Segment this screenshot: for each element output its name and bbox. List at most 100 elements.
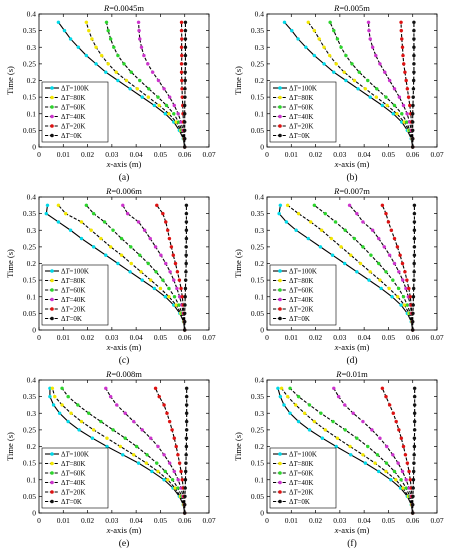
data-point	[307, 428, 312, 432]
data-point	[376, 469, 381, 474]
panel-label: (d)	[346, 355, 357, 366]
x-tick-label: 0.01	[57, 516, 70, 525]
data-point	[140, 95, 144, 99]
data-point	[395, 295, 400, 299]
y-tick-label: 0.3	[27, 409, 37, 418]
data-point	[370, 428, 374, 432]
data-point	[57, 411, 62, 416]
data-point	[368, 270, 372, 274]
data-point	[410, 112, 415, 116]
data-point	[397, 428, 401, 432]
data-point	[163, 112, 168, 116]
legend-box	[41, 447, 109, 509]
data-point	[147, 87, 151, 91]
data-point	[44, 211, 49, 216]
x-tick-label: 0.06	[406, 150, 419, 159]
data-point	[167, 461, 172, 465]
data-point	[108, 37, 113, 41]
series-line	[329, 22, 414, 148]
data-point	[391, 453, 395, 457]
data-point	[401, 278, 405, 282]
x-axis-label: x-axis (m)	[334, 159, 370, 169]
data-point	[128, 87, 132, 91]
series-line	[57, 21, 186, 148]
legend-marker	[278, 133, 282, 138]
y-tick-label: 0.3	[255, 226, 265, 235]
x-tick-label: 0.05	[382, 150, 395, 159]
data-point	[104, 386, 108, 391]
data-point	[184, 428, 189, 432]
data-point	[411, 303, 415, 307]
legend-marker	[278, 480, 282, 485]
data-point	[180, 87, 184, 91]
legend-box	[269, 81, 337, 143]
data-point	[184, 403, 189, 407]
legend-box	[41, 264, 109, 326]
data-point	[164, 220, 168, 224]
legend-marker	[50, 95, 54, 100]
data-point	[155, 461, 159, 465]
data-point	[318, 245, 323, 249]
data-point	[375, 87, 379, 91]
x-tick-label: 0.04	[358, 516, 371, 525]
legend-marker	[278, 269, 282, 273]
series-line	[184, 205, 187, 330]
y-tick-label: 0	[260, 326, 264, 335]
data-point	[89, 228, 93, 233]
panel-label: (e)	[119, 538, 130, 549]
data-point	[411, 486, 415, 490]
data-point	[176, 478, 180, 482]
y-axis-label: Time (s)	[233, 432, 243, 461]
data-point	[411, 286, 416, 291]
y-tick-label: 0.2	[27, 76, 37, 85]
legend-label: ΔT=100K	[61, 451, 89, 459]
chart-title: R=0.0045m	[103, 3, 144, 13]
data-point	[148, 278, 153, 282]
y-axis: 0 0.05 0.1 0.15 0.2 0.25 0.3 0.35 0.4	[251, 10, 437, 152]
x-tick-label: 0.05	[154, 516, 167, 525]
data-point	[184, 386, 189, 391]
y-tick-label: 0.2	[255, 442, 265, 451]
y-tick-label: 0.4	[27, 376, 37, 385]
data-point	[411, 95, 415, 99]
legend-marker	[278, 316, 282, 321]
x-axis: 0 0.01 0.02 0.03 0.04 0.05 0.06 0.07	[37, 197, 216, 342]
data-point	[182, 328, 187, 332]
legend-marker	[278, 95, 282, 100]
data-point	[84, 20, 89, 25]
data-point	[387, 403, 392, 407]
data-point	[183, 303, 187, 307]
y-tick-label: 0.3	[255, 43, 265, 52]
data-point	[167, 95, 172, 99]
y-axis: 0 0.05 0.1 0.15 0.2 0.25 0.3 0.35 0.4	[23, 10, 209, 152]
data-point	[412, 253, 417, 257]
data-point	[401, 486, 405, 490]
series-line	[184, 388, 188, 513]
chart-panel-4: 0 0.01 0.02 0.03 0.04 0.05 0.06 0.07 0 0.05 0.1 0.1…	[233, 186, 444, 366]
data-point	[387, 286, 391, 291]
data-point	[146, 261, 151, 266]
data-point	[312, 28, 317, 33]
series-line	[284, 21, 414, 148]
data-point	[296, 419, 301, 424]
data-point	[183, 286, 188, 291]
data-point	[391, 411, 396, 416]
data-point	[412, 45, 416, 50]
series-line	[105, 388, 186, 514]
data-point	[319, 411, 323, 416]
series-line	[138, 22, 186, 148]
data-point	[304, 45, 308, 50]
y-tick-label: 0.05	[251, 126, 264, 135]
x-tick-label: 0.06	[178, 516, 191, 525]
data-point	[411, 78, 416, 83]
legend-label: ΔT=20K	[289, 489, 313, 497]
data-point	[284, 220, 289, 224]
legend-marker	[278, 461, 282, 466]
data-point	[412, 386, 417, 391]
data-point	[179, 286, 183, 291]
data-point	[392, 469, 397, 474]
legend-marker	[50, 124, 54, 128]
legend-label: ΔT=80K	[289, 94, 313, 102]
data-point	[77, 428, 81, 432]
data-point	[148, 236, 152, 241]
